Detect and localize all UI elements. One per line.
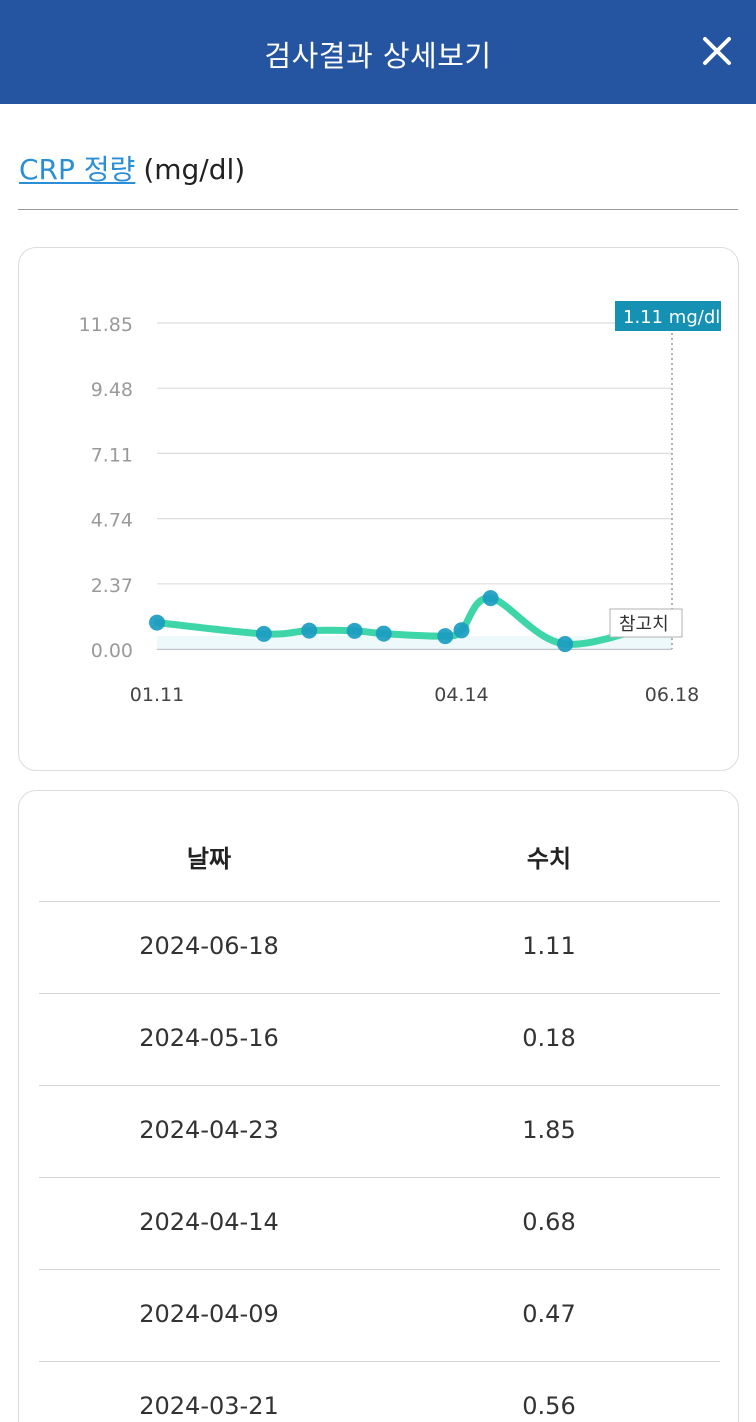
- data-point: [557, 636, 574, 653]
- test-unit: (mg/dl): [143, 153, 246, 186]
- cell-value: 0.68: [522, 1208, 576, 1236]
- table-row: 2024-04-09 0.47: [39, 1270, 720, 1362]
- page-title: 검사결과 상세보기: [264, 39, 492, 73]
- cell-value: 0.18: [522, 1024, 576, 1052]
- y-tick-label: 2.37: [91, 575, 133, 597]
- test-name-link[interactable]: CRP 정량: [19, 153, 136, 186]
- data-point: [375, 625, 392, 642]
- tooltip-box: [615, 301, 721, 331]
- y-tick-label: 4.74: [91, 510, 133, 532]
- cell-date: 2024-06-18: [139, 932, 279, 960]
- close-button[interactable]: [700, 34, 734, 68]
- data-point: [301, 622, 318, 639]
- y-tick-label: 0.00: [91, 640, 133, 662]
- cell-date: 2024-04-14: [139, 1208, 279, 1236]
- table-row: 2024-03-21 0.56: [39, 1362, 720, 1422]
- cell-value: 0.56: [522, 1392, 576, 1420]
- x-tick-label: 06.18: [645, 684, 699, 706]
- data-point: [482, 590, 499, 607]
- divider: [18, 209, 738, 210]
- reference-label-box: [609, 608, 683, 638]
- x-tick-label: 04.14: [434, 684, 488, 706]
- y-tick-label: 11.85: [79, 314, 133, 336]
- results-table: 날짜 수치 2024-06-18 1.11 2024-05-16 0.18 2024-0…: [18, 790, 739, 1422]
- tooltip-text: 1.11 mg/dl: [623, 307, 720, 328]
- y-tick-label: 7.11: [91, 444, 133, 466]
- close-icon: [703, 37, 731, 65]
- table-row: 2024-05-16 0.18: [39, 994, 720, 1086]
- column-header-date: 날짜: [186, 845, 232, 873]
- cell-date: 2024-05-16: [139, 1024, 279, 1052]
- cell-date: 2024-03-21: [139, 1392, 279, 1420]
- chart-card: 11.85 9.48 7.11 4.74 2.37 0.00 01.11 04.14 06.18…: [18, 247, 739, 771]
- cell-date: 2024-04-23: [139, 1116, 279, 1144]
- table-row: 2024-06-18 1.11: [39, 902, 720, 994]
- table-row: 2024-04-14 0.68: [39, 1178, 720, 1270]
- cell-value: 1.11: [522, 932, 576, 960]
- x-tick-label: 01.11: [130, 684, 184, 706]
- table-body: 2024-06-18 1.11 2024-05-16 0.18 2024-04-23 1.…: [39, 902, 720, 1422]
- y-tick-label: 9.48: [91, 379, 133, 401]
- test-title: CRP 정량 (mg/dl): [19, 148, 245, 188]
- table-row: 2024-04-23 1.85: [39, 1086, 720, 1178]
- series-line: [153, 594, 676, 648]
- data-point: [255, 625, 272, 642]
- data-point: [437, 628, 454, 645]
- data-point: [346, 622, 363, 639]
- app-header: 검사결과 상세보기: [0, 0, 756, 104]
- cell-date: 2024-04-09: [139, 1300, 279, 1328]
- reference-label: 참고치: [619, 614, 669, 635]
- cell-value: 1.85: [522, 1116, 576, 1144]
- data-point: [453, 622, 470, 639]
- column-header-value: 수치: [526, 845, 572, 873]
- cell-value: 0.47: [522, 1300, 576, 1328]
- result-line-chart: 11.85 9.48 7.11 4.74 2.37 0.00 01.11 04.14 06.18…: [79, 301, 721, 706]
- table-header: 날짜 수치: [39, 791, 720, 902]
- data-point: [149, 614, 165, 631]
